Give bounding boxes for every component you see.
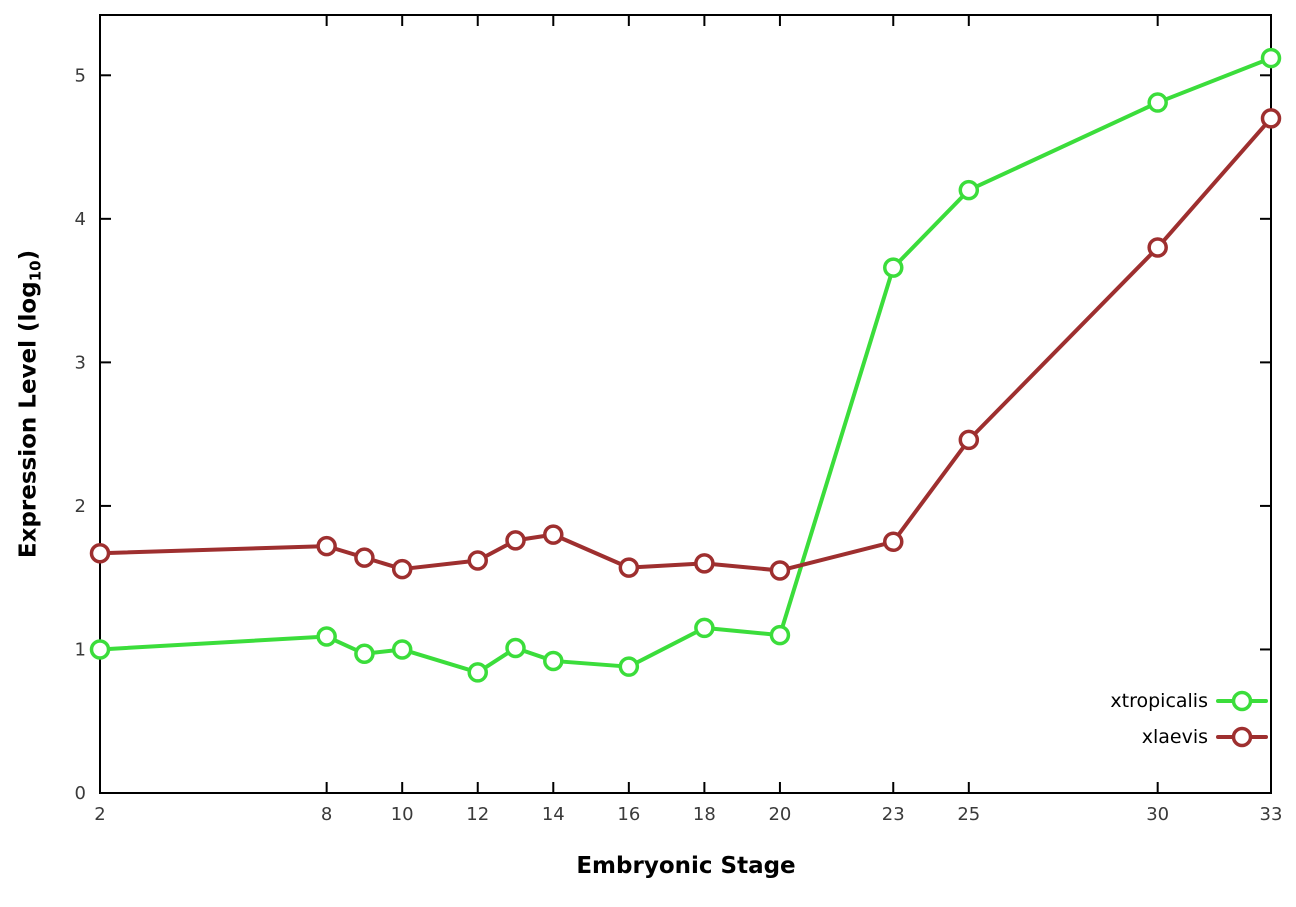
series-line-xtropicalis (98, 56, 1273, 675)
y-axis-title-suffix: ) (15, 249, 42, 261)
x-tick-label: 25 (957, 804, 980, 825)
series-marker-xlaevis (543, 524, 564, 545)
plot-border (99, 14, 1272, 794)
x-tick-label: 8 (321, 804, 332, 825)
y-tick-label: 4 (75, 209, 86, 230)
legend-sample-marker-xlaevis (1231, 726, 1253, 748)
x-tick-label: 30 (1146, 804, 1169, 825)
x-tick-label: 10 (391, 804, 414, 825)
series-marker-xlaevis (467, 550, 488, 571)
x-tick-label: 18 (693, 804, 716, 825)
x-tick-label: 23 (882, 804, 905, 825)
series-marker-xtropicalis (543, 650, 564, 672)
x-tick-label: 2 (94, 804, 105, 825)
series-marker-xtropicalis (1147, 92, 1168, 113)
series-marker-xtropicalis (391, 639, 413, 660)
series-marker-xlaevis (1260, 108, 1282, 129)
series-marker-xtropicalis (89, 639, 111, 660)
x-tick-label: 33 (1260, 804, 1283, 825)
series-line-xlaevis (98, 116, 1273, 573)
series-marker-xtropicalis (883, 257, 904, 278)
series-marker-xtropicalis (1260, 47, 1282, 69)
series-marker-xlaevis (883, 531, 904, 553)
series-marker-xtropicalis (505, 637, 526, 659)
y-axis-title-prefix: Expression Level (log (15, 281, 42, 559)
series-marker-xlaevis (1147, 237, 1168, 258)
y-tick-label: 0 (75, 783, 86, 804)
series-marker-xtropicalis (618, 656, 640, 677)
series-marker-xtropicalis (316, 626, 337, 647)
y-tick-label: 5 (75, 65, 86, 86)
series-marker-xlaevis (505, 530, 526, 551)
series-marker-xlaevis (618, 557, 640, 578)
series-marker-xlaevis (316, 535, 337, 557)
series-marker-xlaevis (354, 547, 375, 568)
legend-sample-marker-xtropicalis (1231, 690, 1253, 712)
x-tick-label: 20 (768, 804, 791, 825)
legend-label-xlaevis: xlaevis (1142, 726, 1208, 748)
x-tick-label: 14 (542, 804, 565, 825)
series-marker-xlaevis (958, 429, 980, 451)
series-marker-xlaevis (89, 543, 111, 564)
legend-label-xtropicalis: xtropicalis (1110, 690, 1208, 712)
series-marker-xlaevis (694, 553, 715, 574)
x-tick-label: 16 (617, 804, 640, 825)
y-tick-label: 3 (75, 352, 86, 373)
series-marker-xtropicalis (467, 662, 488, 683)
x-axis-title-text: Embryonic Stage (576, 853, 796, 879)
series-marker-xtropicalis (694, 617, 715, 639)
y-tick-label: 1 (75, 639, 86, 660)
y-axis-title-subscript: 10 (26, 260, 45, 282)
y-tick-label: 2 (75, 496, 86, 517)
y-axis-title: Expression Level (log10) (16, 250, 45, 558)
series-marker-xtropicalis (958, 179, 980, 201)
series-marker-xlaevis (391, 558, 413, 580)
series-marker-xtropicalis (769, 624, 791, 646)
x-tick-label: 12 (466, 804, 489, 825)
series-marker-xlaevis (769, 560, 791, 581)
series-marker-xtropicalis (354, 643, 375, 665)
x-axis-title: Embryonic Stage (576, 853, 795, 879)
